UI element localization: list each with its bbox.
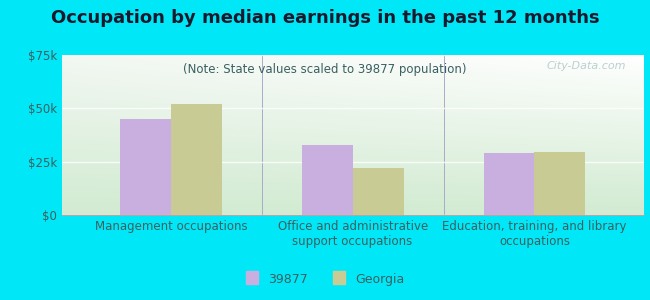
Bar bbox=[534, 152, 586, 215]
Bar bbox=[120, 119, 171, 215]
Bar bbox=[171, 104, 222, 215]
Text: City-Data.com: City-Data.com bbox=[547, 61, 626, 71]
Text: Occupation by median earnings in the past 12 months: Occupation by median earnings in the pas… bbox=[51, 9, 599, 27]
Bar bbox=[302, 145, 352, 215]
Text: (Note: State values scaled to 39877 population): (Note: State values scaled to 39877 popu… bbox=[183, 63, 467, 76]
Bar bbox=[484, 153, 534, 215]
Bar bbox=[352, 168, 404, 215]
Legend: 39877, Georgia: 39877, Georgia bbox=[240, 268, 410, 291]
